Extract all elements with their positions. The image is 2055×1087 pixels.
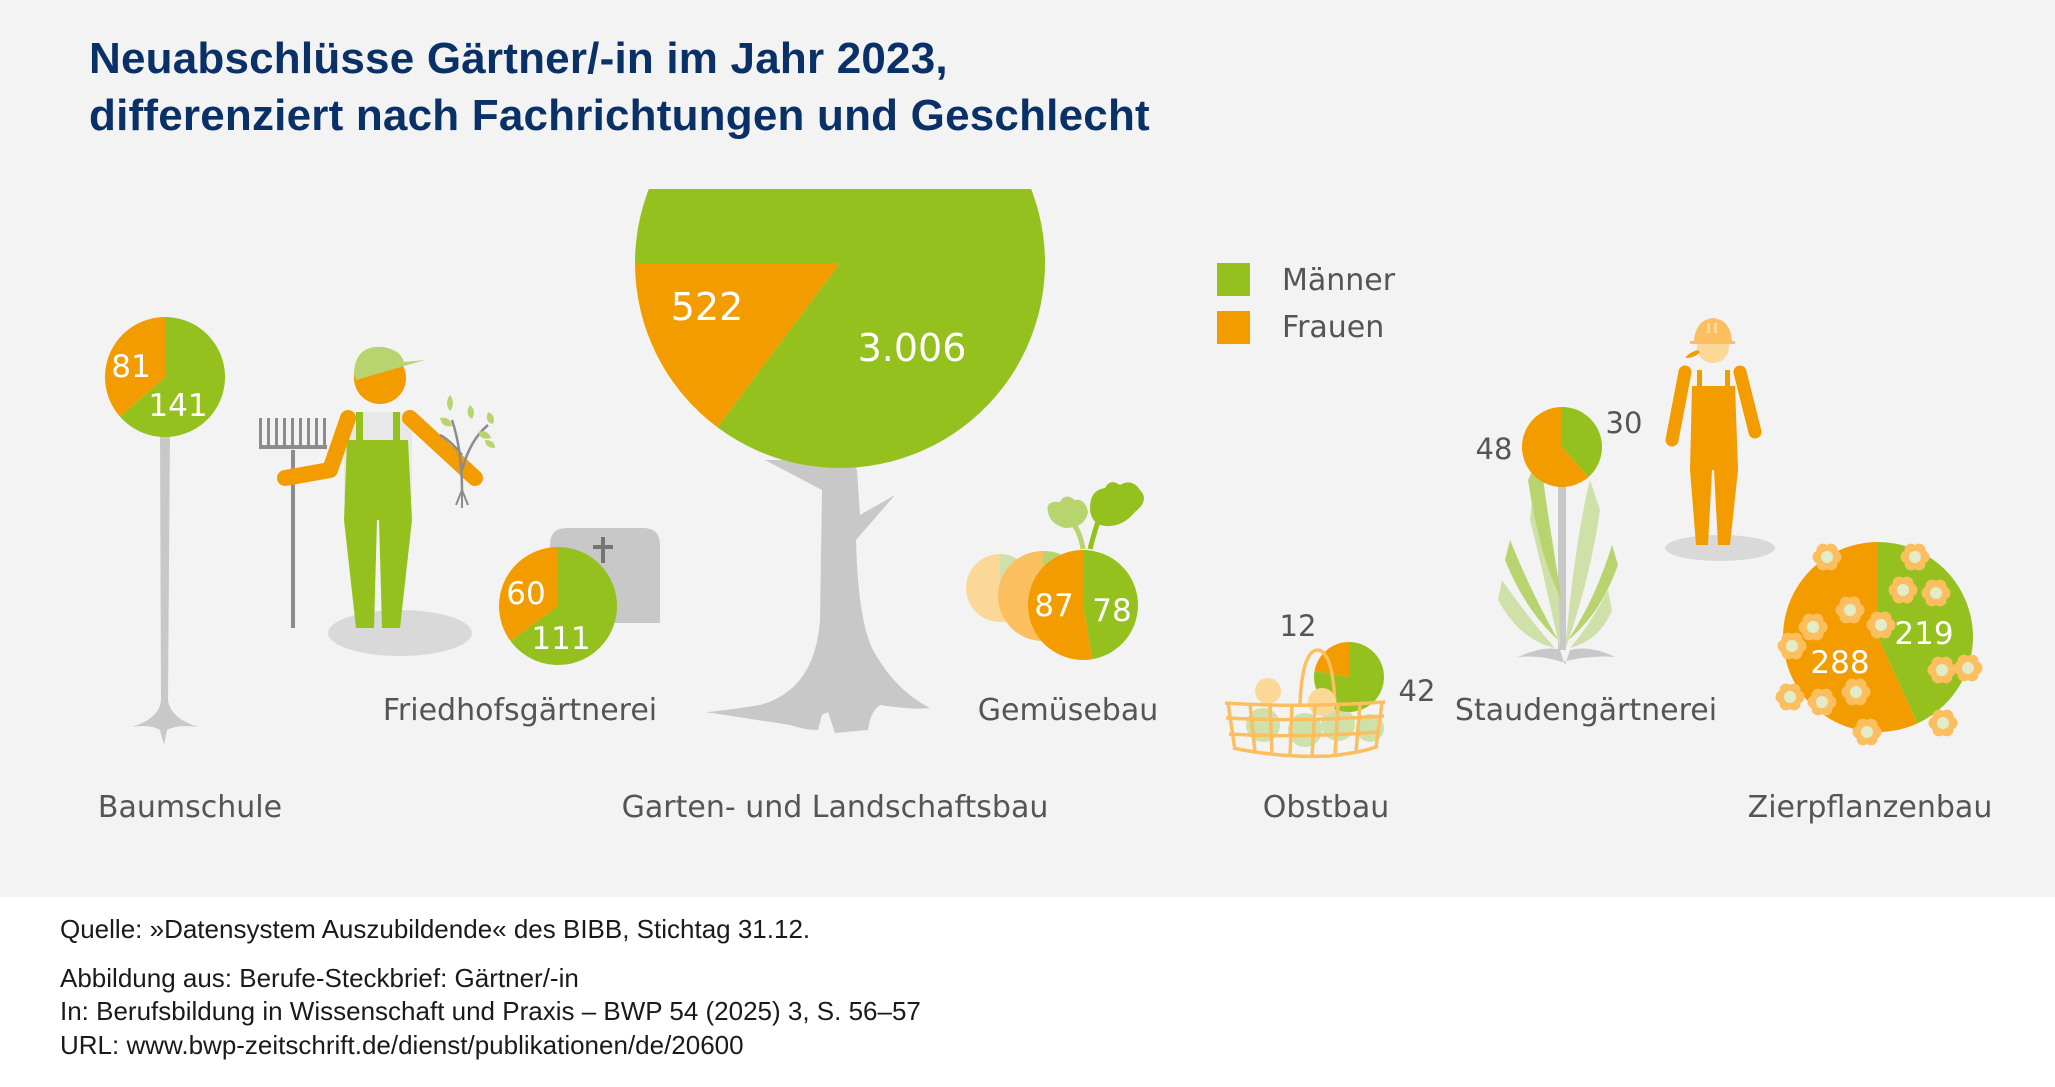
fruit-basket-front-icon xyxy=(1224,648,1386,759)
value-label-friedhof-frauen: 60 xyxy=(506,576,545,612)
footer-url: URL: www.bwp-zeitschrift.de/dienst/publi… xyxy=(60,1030,744,1060)
flower-icon xyxy=(1777,632,1807,660)
gardener-figure-icon xyxy=(259,346,495,656)
flower-icon xyxy=(1841,678,1871,706)
pie-slice-stauden-maenner xyxy=(1562,407,1602,477)
flower-icon xyxy=(1798,613,1828,641)
pie-slice-stauden-frauen xyxy=(1522,407,1589,488)
flower-icon xyxy=(1807,688,1837,716)
pie-friedhof xyxy=(499,547,617,666)
category-label-stauden: Staudengärtnerei xyxy=(1455,693,1717,728)
pie-slice-friedhof-maenner xyxy=(510,547,617,666)
pie-slice-obstbau-frauen xyxy=(1314,642,1349,677)
legend: Männer Frauen xyxy=(1217,263,1396,345)
flower-icon xyxy=(1775,683,1805,711)
category-label-galabau: Garten- und Landschaftsbau xyxy=(622,790,1049,825)
pie-slice-zierpflanzen-frauen xyxy=(1783,542,1918,733)
pie-slice-baumschule-maenner xyxy=(119,317,226,438)
value-label-galabau-frauen: 522 xyxy=(671,285,744,329)
value-label-obstbau-frauen: 12 xyxy=(1280,609,1317,643)
flower-icon xyxy=(1900,543,1930,571)
flowers-icon xyxy=(1775,543,1983,746)
flower-icon xyxy=(1928,709,1958,737)
chart-title-line-2: differenziert nach Fachrichtungen und Ge… xyxy=(89,91,1150,140)
value-label-zierpflanzen-frauen: 288 xyxy=(1810,645,1869,681)
value-label-friedhof-maenner: 111 xyxy=(531,621,590,657)
value-label-baumschule-frauen: 81 xyxy=(111,349,150,385)
pie-slice-baumschule-frauen xyxy=(105,317,165,417)
legend-swatch-maenner xyxy=(1217,263,1250,296)
legend-label-frauen: Frauen xyxy=(1282,310,1384,345)
flower-icon xyxy=(1888,576,1918,604)
category-label-gemuese: Gemüsebau xyxy=(978,693,1158,728)
category-label-baumschule: Baumschule xyxy=(98,790,282,825)
sapling-stem-icon xyxy=(132,430,198,745)
value-label-gemuese-maenner: 78 xyxy=(1092,593,1131,629)
value-label-stauden-maenner: 30 xyxy=(1606,406,1643,440)
flower-icon xyxy=(1852,718,1882,746)
pie-slice-friedhof-frauen xyxy=(499,547,558,641)
value-label-zierpflanzen-maenner: 219 xyxy=(1894,616,1953,652)
footer-in: In: Berufsbildung in Wissenschaft und Pr… xyxy=(60,996,921,1026)
footer-source: Quelle: »Datensystem Auszubildende« des … xyxy=(60,914,811,944)
pie-slice-galabau-frauen xyxy=(635,263,840,428)
category-label-obstbau: Obstbau xyxy=(1263,790,1390,825)
tree-trunk-icon xyxy=(705,460,930,733)
pie-gemuese xyxy=(1027,550,1138,660)
value-label-galabau-maenner: 3.006 xyxy=(858,326,967,370)
pie-galabau xyxy=(635,189,1045,469)
flower-icon xyxy=(1953,654,1983,682)
flower-icon xyxy=(1866,611,1896,639)
pie-stauden xyxy=(1522,407,1602,488)
value-label-obstbau-maenner: 42 xyxy=(1399,674,1436,708)
category-label-friedhof: Friedhofsgärtnerei xyxy=(383,693,657,728)
value-label-stauden-frauen: 48 xyxy=(1476,432,1513,466)
pie-slice-gemuese-frauen xyxy=(1027,550,1093,660)
value-label-gemuese-frauen: 87 xyxy=(1034,588,1073,624)
legend-swatch-frauen xyxy=(1217,311,1250,344)
pie-slice-gemuese-maenner xyxy=(1083,550,1138,660)
pie-baumschule xyxy=(105,317,226,438)
legend-label-maenner: Männer xyxy=(1282,263,1396,298)
flower-icon xyxy=(1835,596,1865,624)
perennial-plant-icon xyxy=(1498,455,1618,665)
pie-slice-galabau-maenner xyxy=(635,189,1045,469)
value-label-baumschule-maenner: 141 xyxy=(148,388,207,424)
category-label-zierpflanzen: Zierpflanzenbau xyxy=(1748,790,1993,825)
chart-title-line-1: Neuabschlüsse Gärtner/-in im Jahr 2023, xyxy=(89,34,948,83)
infographic: Männer Frauen Baumschule Friedhofsgärtne… xyxy=(98,189,1993,825)
flower-icon xyxy=(1927,656,1957,684)
flower-icon xyxy=(1921,579,1951,607)
flower-icon xyxy=(1812,543,1842,571)
footer-figure-from: Abbildung aus: Berufe-Steckbrief: Gärtne… xyxy=(60,963,579,993)
female-gardener-figure-icon xyxy=(1665,318,1775,561)
